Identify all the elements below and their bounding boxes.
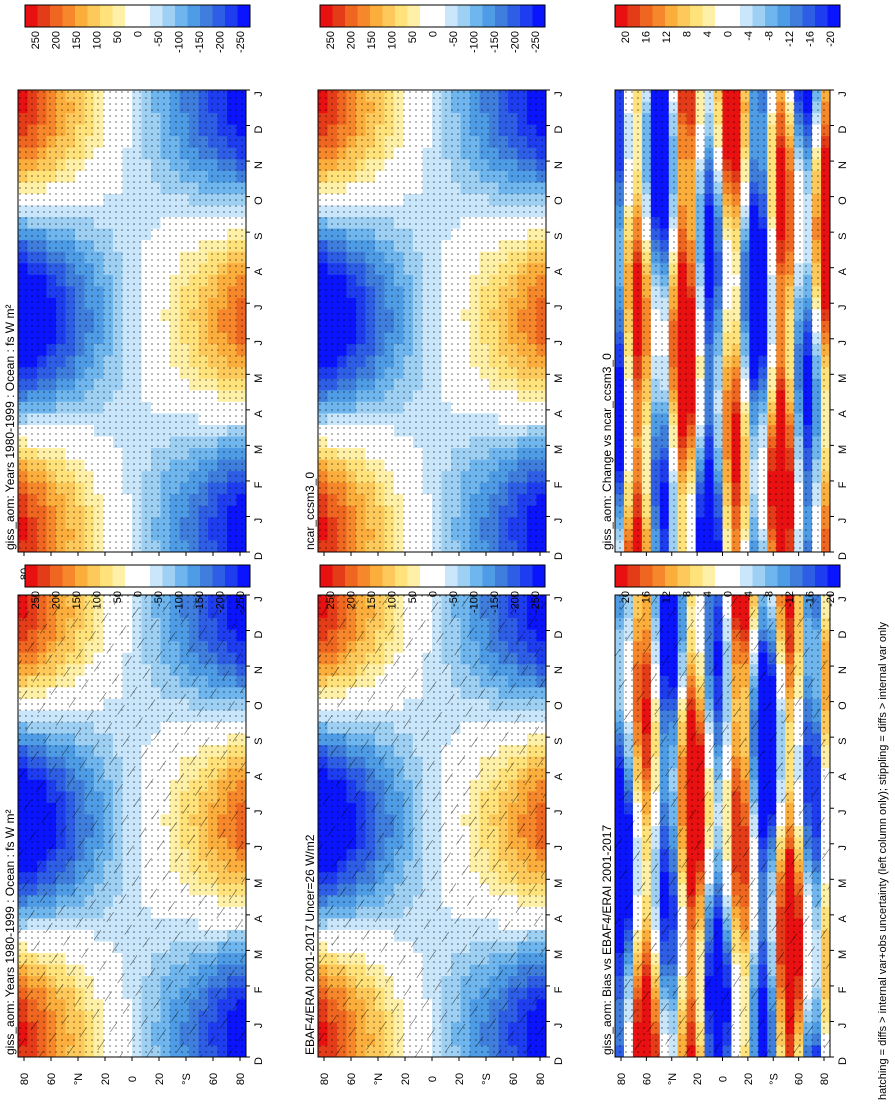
- lat-tick-label: °N: [73, 1073, 85, 1085]
- month-tick-label: N: [553, 161, 565, 169]
- panel-right-top: giss_aom: Years 1980-1999 : Ocean : fs W…: [3, 89, 265, 580]
- month-tick-label: M: [253, 950, 265, 959]
- lat-tick-label: 60: [46, 1073, 58, 1085]
- month-tick-label: J: [253, 845, 265, 851]
- lat-tick-label: 80: [235, 1073, 247, 1085]
- lat-tick-label: °S: [181, 1073, 193, 1085]
- month-tick-label: N: [253, 161, 265, 169]
- month-tick-label: S: [253, 232, 265, 239]
- month-tick-label: A: [253, 410, 265, 418]
- lat-tick-label: 0: [127, 1076, 139, 1082]
- month-tick-label: N: [553, 666, 565, 674]
- panel-title: giss_aom: Years 1980-1999 : Ocean : fs W…: [3, 305, 17, 550]
- month-tick-label: S: [553, 737, 565, 744]
- month-tick-label: A: [253, 772, 265, 780]
- month-tick-label: M: [553, 879, 565, 888]
- month-tick-label: J: [553, 91, 565, 97]
- hatching: [18, 595, 246, 1057]
- panel-title: giss_aom: Years 1980-1999 : Ocean : fs W…: [3, 810, 17, 1055]
- month-tick-label: A: [253, 915, 265, 923]
- month-tick-label: F: [553, 481, 565, 488]
- month-tick-label: F: [253, 481, 265, 488]
- month-tick-label: S: [253, 737, 265, 744]
- month-tick-label: M: [553, 445, 565, 454]
- month-tick-label: J: [253, 809, 265, 815]
- month-tick-label: D: [553, 126, 565, 134]
- month-tick-label: F: [253, 986, 265, 993]
- lat-tick-label: 60: [508, 1073, 520, 1085]
- month-tick-label: D: [553, 631, 565, 639]
- month-tick-label: O: [553, 196, 565, 205]
- month-tick-label: M: [553, 950, 565, 959]
- month-tick-label: M: [253, 374, 265, 383]
- month-tick-label: J: [553, 845, 565, 851]
- month-tick-label: D: [253, 1057, 265, 1065]
- month-tick-label: A: [553, 410, 565, 418]
- lat-tick-label: 80: [319, 1073, 331, 1085]
- panel-left-bot: giss_aom: Bias vs EBAF4/ERAI 2001-2017DJ…: [600, 594, 849, 1085]
- month-tick-label: J: [553, 809, 565, 815]
- lat-tick-label: 20: [400, 1073, 412, 1085]
- panel-left-top: giss_aom: Years 1980-1999 : Ocean : fs W…: [3, 594, 265, 1085]
- month-tick-label: O: [253, 196, 265, 205]
- month-tick-label: J: [553, 304, 565, 310]
- month-tick-label: J: [553, 340, 565, 346]
- month-tick-label: D: [553, 1057, 565, 1065]
- month-tick-label: M: [553, 374, 565, 383]
- month-tick-label: N: [253, 666, 265, 674]
- lat-tick-label: 80: [535, 1073, 547, 1085]
- month-tick-label: J: [253, 340, 265, 346]
- month-tick-label: J: [553, 596, 565, 602]
- month-tick-label: A: [253, 267, 265, 275]
- lat-tick-label: °S: [481, 1073, 493, 1085]
- lat-tick-label: °N: [373, 1073, 385, 1085]
- month-tick-label: J: [253, 1023, 265, 1029]
- month-tick-label: J: [253, 91, 265, 97]
- stippling: [18, 90, 246, 552]
- panel-left-mid: EBAF4/ERAI 2001-2017 Uncer=26 W/m2 D J F M A M…: [303, 594, 565, 1085]
- month-tick-label: M: [253, 879, 265, 888]
- month-tick-label: O: [553, 701, 565, 710]
- month-tick-label: J: [253, 596, 265, 602]
- month-tick-label: D: [253, 631, 265, 639]
- lat-tick-label: 20: [154, 1073, 166, 1085]
- stippling: [318, 90, 546, 552]
- month-tick-label: D: [253, 552, 265, 560]
- month-tick-label: A: [553, 267, 565, 275]
- lat-tick-label: 60: [346, 1073, 358, 1085]
- month-tick-label: A: [553, 772, 565, 780]
- month-tick-label: D: [553, 552, 565, 560]
- month-tick-label: F: [553, 986, 565, 993]
- month-tick-label: D: [253, 126, 265, 134]
- month-tick-label: A: [553, 915, 565, 923]
- panel-title: EBAF4/ERAI 2001-2017 Uncer=26 W/m2: [303, 834, 317, 1055]
- lat-tick-label: 80: [19, 1073, 31, 1085]
- lat-tick-label: 20: [100, 1073, 112, 1085]
- lat-tick-label: 60: [208, 1073, 220, 1085]
- month-tick-label: J: [253, 518, 265, 524]
- footnote: hatching = diffs > internal var+obs unce…: [877, 621, 889, 1100]
- month-tick-label: J: [553, 1023, 565, 1029]
- panel-title: ncar_ccsm3_0: [303, 472, 317, 550]
- month-tick-label: J: [253, 304, 265, 310]
- month-tick-label: O: [253, 701, 265, 710]
- lat-tick-label: 0: [427, 1076, 439, 1082]
- hatching: [318, 595, 546, 1057]
- month-tick-label: M: [253, 445, 265, 454]
- month-tick-label: J: [553, 518, 565, 524]
- lat-tick-label: 20: [454, 1073, 466, 1085]
- panel-right-mid: ncar_ccsm3_0DJFMAMJJASONDJ8060°N20020°S6…: [303, 89, 565, 580]
- month-tick-label: S: [553, 232, 565, 239]
